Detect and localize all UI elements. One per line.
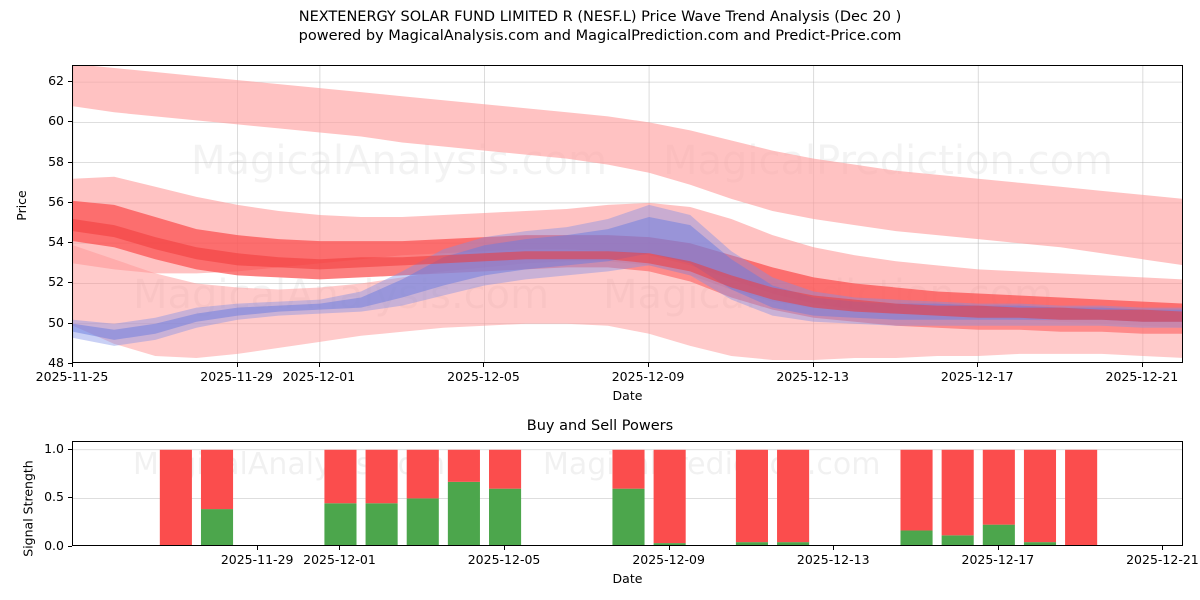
- price-y-tick: 54: [48, 234, 64, 250]
- price-panel: Price 48 50 52 54 56 58 60 62 2025-11-25 2025-11…: [13, 65, 1183, 403]
- powers-x-tick: 2025-12-05: [467, 552, 541, 567]
- price-y-tick: 48: [48, 355, 64, 370]
- price-x-tick: 2025-12-17: [940, 369, 1014, 384]
- powers-x-tick: 2025-12-01: [303, 552, 376, 567]
- price-x-tick: 2025-12-13: [776, 369, 849, 384]
- powers-x-tickmark: [339, 546, 341, 550]
- svg-text:MagicalPrediction.com: MagicalPrediction.com: [543, 447, 881, 482]
- powers-x-axis-label: Date: [612, 571, 643, 586]
- price-y-tickmark: [68, 161, 72, 163]
- powers-panel: Buy and Sell Powers Signal Strength 0.0 0…: [0, 405, 1200, 600]
- price-x-tickmark: [318, 363, 320, 367]
- price-x-tick: 2025-12-05: [447, 369, 520, 384]
- price-x-tick: 2025-11-29: [200, 369, 273, 384]
- price-x-tick: 2025-12-21: [1105, 369, 1179, 384]
- powers-x-tickmark: [833, 546, 835, 550]
- powers-y-tickmark: [68, 546, 72, 547]
- price-y-tick: 52: [48, 274, 64, 290]
- price-wave-svg: MagicalAnalysis.comMagicalPrediction.com…: [73, 66, 1182, 362]
- powers-x-tickmark: [1162, 546, 1164, 550]
- powers-y-tick: 0.0: [44, 538, 64, 553]
- price-x-tickmark: [977, 363, 979, 367]
- price-y-tick: 62: [48, 73, 64, 89]
- powers-x-tick: 2025-12-17: [961, 552, 1035, 567]
- price-y-tickmark: [68, 81, 72, 83]
- powers-x-tick: 2025-12-09: [632, 552, 705, 567]
- price-y-tickmark: [68, 242, 72, 244]
- price-y-tickmark: [68, 363, 72, 364]
- page-title: NEXTENERGY SOLAR FUND LIMITED R (NESF.L)…: [0, 8, 1200, 46]
- price-x-tick: 2025-11-25: [35, 369, 109, 384]
- title-line-1: NEXTENERGY SOLAR FUND LIMITED R (NESF.L)…: [298, 9, 902, 25]
- price-x-tickmark: [483, 363, 485, 367]
- price-x-tickmark: [1141, 363, 1143, 367]
- powers-x-tick: 2025-12-21: [1126, 552, 1199, 567]
- powers-y-tick: 0.5: [44, 489, 64, 505]
- price-y-tickmark: [68, 322, 72, 324]
- price-y-tick: 56: [48, 193, 64, 209]
- powers-y-tick: 1.0: [44, 440, 64, 456]
- powers-x-tickmark: [668, 546, 670, 550]
- price-y-tickmark: [68, 121, 72, 123]
- price-x-tickmark: [72, 363, 73, 367]
- powers-title: Buy and Sell Powers: [526, 418, 674, 434]
- price-plot-area[interactable]: MagicalAnalysis.comMagicalPrediction.com…: [72, 65, 1183, 363]
- powers-bars-svg: MagicalAnalysis.com MagicalPrediction.com: [73, 447, 1182, 545]
- price-x-tickmark: [236, 363, 238, 367]
- price-x-tick: 2025-12-09: [611, 369, 685, 384]
- price-y-tick: 50: [48, 314, 64, 330]
- price-y-tickmark: [68, 201, 72, 203]
- price-x-tickmark: [812, 363, 814, 367]
- price-y-tickmark: [68, 282, 72, 284]
- price-y-axis-label: Price: [13, 190, 29, 221]
- price-y-tick: 60: [48, 113, 64, 129]
- price-x-tickmark: [648, 363, 650, 367]
- powers-x-tick: 2025-11-29: [220, 552, 294, 567]
- powers-plot-area[interactable]: MagicalAnalysis.com MagicalPrediction.com: [72, 441, 1183, 546]
- title-line-2: powered by MagicalAnalysis.com and Magic…: [298, 28, 902, 44]
- powers-y-tickmark: [68, 497, 72, 499]
- powers-x-tickmark: [504, 546, 506, 550]
- powers-x-tickmark: [997, 546, 999, 550]
- powers-x-tickmark: [257, 546, 259, 550]
- price-x-axis-label: Date: [612, 388, 643, 403]
- price-x-tick: 2025-12-01: [282, 369, 356, 384]
- price-y-tick: 58: [48, 153, 64, 169]
- powers-x-tick: 2025-12-13: [796, 552, 870, 567]
- powers-y-tickmark: [68, 448, 72, 450]
